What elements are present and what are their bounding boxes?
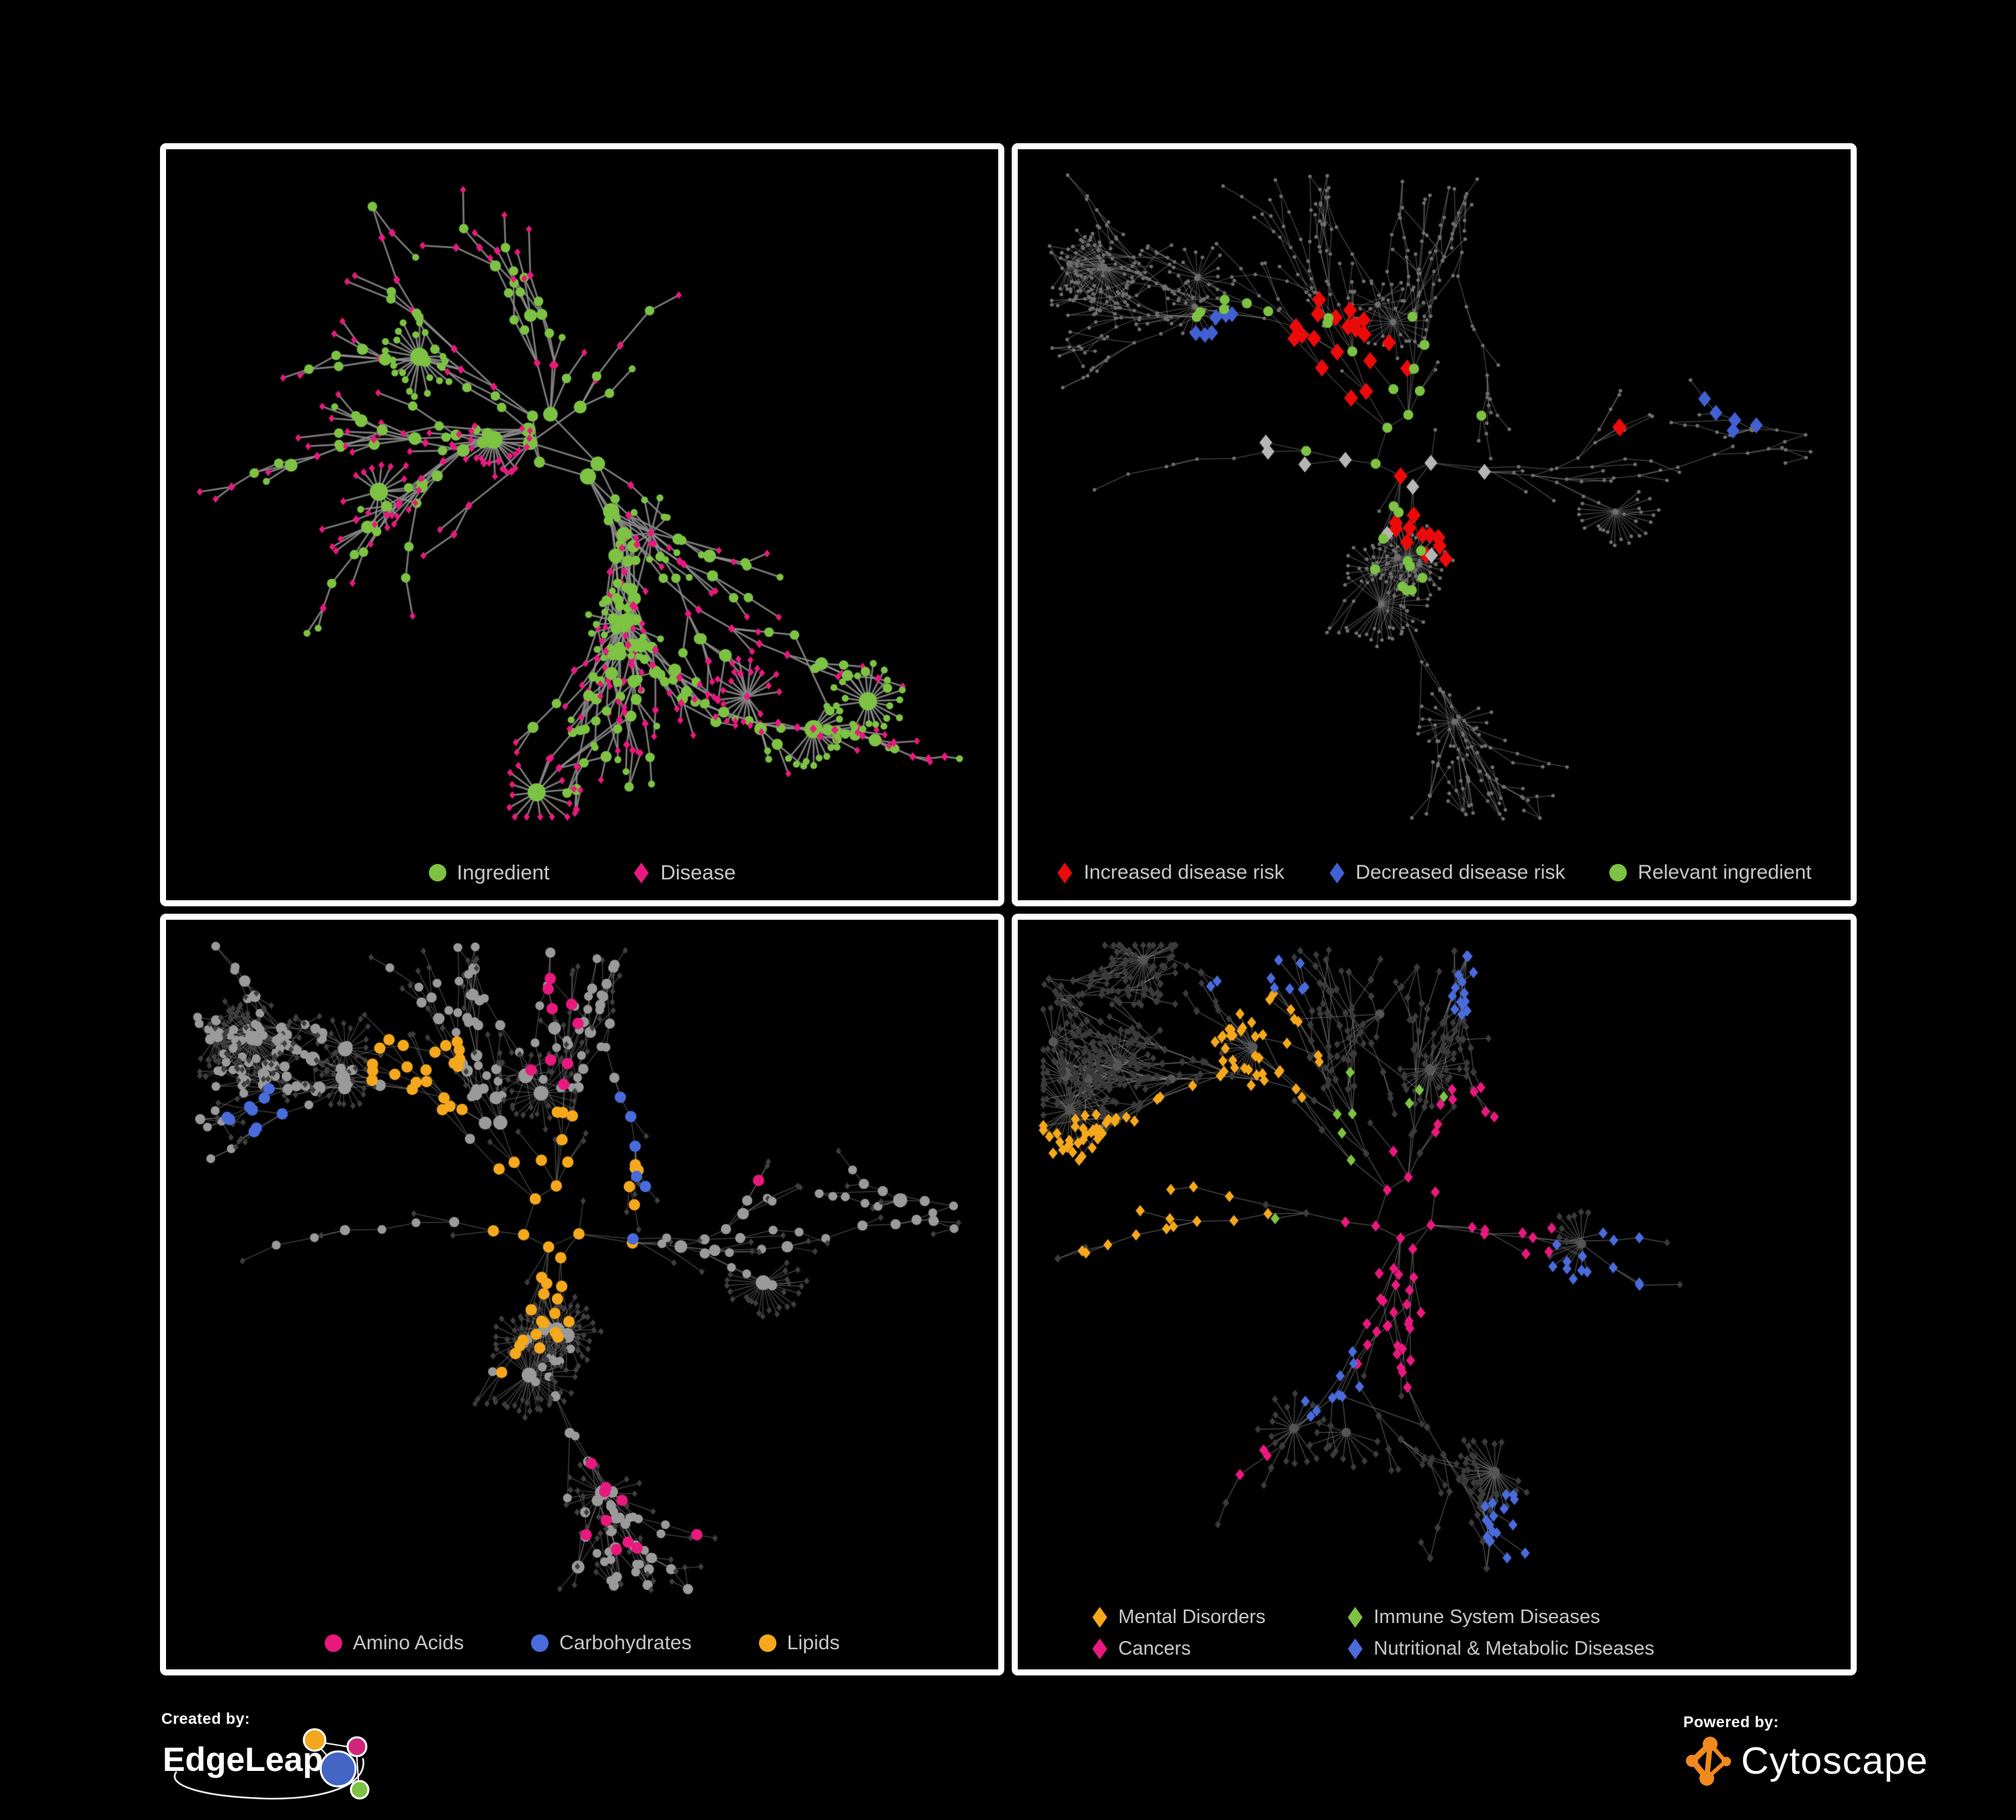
legend-item: Ingredient [428, 861, 550, 885]
cytoscape-wordmark: Cytoscape [1741, 1739, 1929, 1782]
edgeleap-logo-icon [173, 1728, 370, 1800]
legend-item: Disease [633, 861, 735, 885]
legend-label: Cancers [1118, 1638, 1191, 1659]
legend-label: Relevant ingredient [1638, 861, 1812, 883]
legend-item: Nutritional & Metabolic Diseases [1347, 1638, 1777, 1660]
legend-label: Disease [660, 861, 736, 884]
legend-label: Amino Acids [352, 1632, 464, 1654]
cytoscape-branding: Powered by: Cytoscape [1683, 1713, 1966, 1794]
legend-label: Increased disease risk [1084, 861, 1285, 883]
network-canvas-disease-risk [1018, 149, 1851, 845]
blue-diamond-icon [1329, 862, 1344, 883]
orange-circle-icon [758, 1634, 776, 1652]
pink-diamond-icon [634, 862, 649, 883]
green-circle-icon [428, 864, 446, 881]
blue-circle-icon [530, 1634, 549, 1652]
legend-item: Decreased disease risk [1329, 861, 1566, 884]
edgeleap-branding: Created by: EdgeLeap [161, 1710, 403, 1800]
edgeleap-logo: EdgeLeap [161, 1728, 403, 1800]
green-circle-icon [1609, 864, 1627, 881]
legend-item: Amino Acids [324, 1632, 464, 1655]
green-diamond-icon [1347, 1607, 1363, 1628]
legend-item: Increased disease risk [1057, 861, 1285, 884]
orange-diamond-icon [1092, 1607, 1107, 1628]
network-canvas-compound-classes [166, 920, 998, 1617]
figure-grid: Ingredient Disease Increased disease risk… [160, 143, 1857, 1675]
panel-ingredient-disease: Ingredient Disease [160, 143, 1004, 906]
panel-disease-risk: Increased disease risk Decreased disease … [1012, 143, 1857, 906]
legend-label: Immune System Diseases [1373, 1606, 1601, 1628]
legend-item: Lipids [758, 1632, 840, 1655]
legend-disease-risk: Increased disease risk Decreased disease … [1018, 845, 1851, 900]
blue-diamond-icon [1347, 1638, 1363, 1659]
legend-item: Carbohydrates [530, 1632, 692, 1655]
legend-label: Ingredient [456, 861, 550, 884]
legend-label: Lipids [787, 1632, 840, 1654]
legend-label: Decreased disease risk [1355, 861, 1566, 883]
panel-compound-classes: Amino Acids Carbohydrates Lipids [160, 914, 1004, 1675]
network-canvas-disease-classes [1018, 920, 1851, 1597]
red-diamond-icon [1057, 862, 1073, 883]
legend-label: Nutritional & Metabolic Diseases [1373, 1638, 1654, 1659]
edgeleap-wordmark: EdgeLeap [163, 1741, 323, 1778]
legend-item: Mental Disorders [1092, 1606, 1347, 1628]
pink-diamond-icon [1092, 1638, 1107, 1659]
legend-label: Mental Disorders [1118, 1606, 1266, 1628]
legend-compound-classes: Amino Acids Carbohydrates Lipids [166, 1617, 998, 1669]
cytoscape-logo-icon [1686, 1737, 1731, 1786]
pink-circle-icon [324, 1634, 342, 1652]
legend-item: Immune System Diseases [1347, 1606, 1777, 1628]
panel-disease-classes: Mental Disorders Immune System Diseases Ca… [1012, 914, 1857, 1675]
network-canvas-ingredient-disease [166, 149, 998, 845]
legend-label: Carbohydrates [559, 1632, 692, 1654]
legend-disease-classes: Mental Disorders Immune System Diseases Ca… [1018, 1597, 1851, 1669]
legend-item: Relevant ingredient [1609, 861, 1812, 884]
powered-by-label: Powered by: [1683, 1713, 1779, 1731]
legend-ingredient-disease: Ingredient Disease [166, 845, 998, 900]
legend-item: Cancers [1092, 1638, 1347, 1660]
created-by-label: Created by: [161, 1710, 251, 1727]
